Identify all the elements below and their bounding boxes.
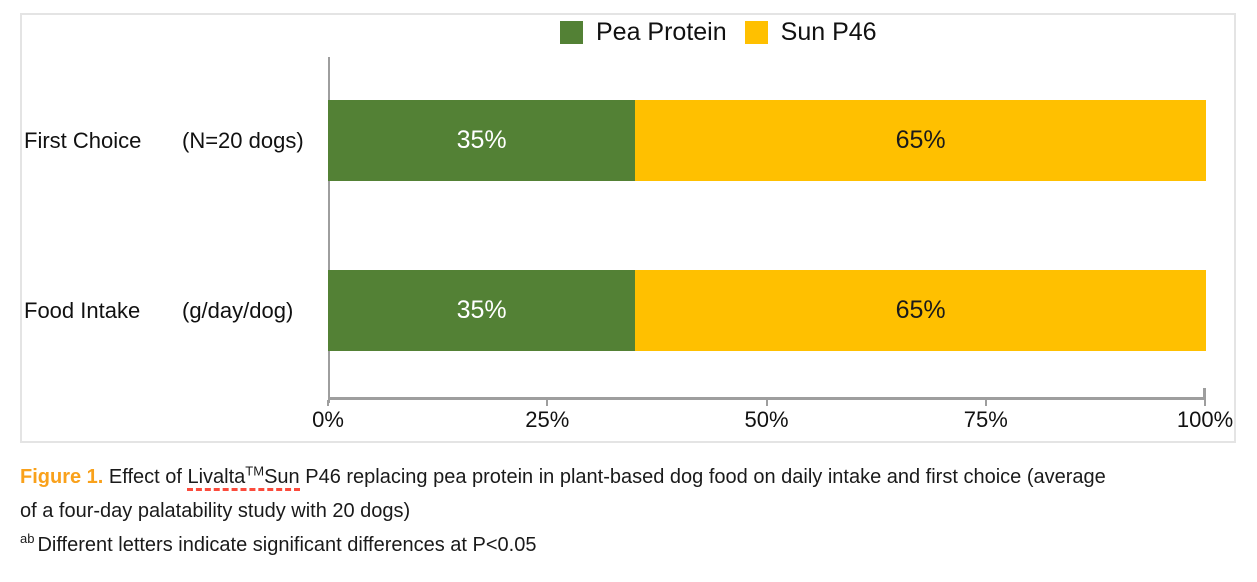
x-axis-tick-label: 100%	[1176, 407, 1234, 432]
trademark-superscript: TM	[245, 463, 265, 479]
category-label: Food Intake	[24, 297, 141, 323]
x-axis-tick	[1204, 400, 1206, 406]
chart-area: Pea Protein Sun P46 First Choice (N=20 dog…	[20, 13, 1236, 443]
bar-value-label: 35%	[456, 296, 507, 324]
x-axis-endcap	[1203, 388, 1206, 397]
bar-segment-sun-p46: 65%	[635, 100, 1206, 181]
x-axis-tick	[327, 400, 329, 406]
bar-value-label: 35%	[456, 126, 507, 154]
x-axis-line	[328, 397, 1206, 400]
stacked-bar: 35% 65%	[328, 270, 1206, 351]
legend-swatch-pea-protein	[560, 20, 583, 44]
caption-footnote: ab Different letters indicate significant…	[20, 528, 1248, 562]
x-axis-tick-label: 0%	[312, 407, 344, 432]
x-axis-tick	[984, 400, 987, 406]
bar-segment-sun-p46: 65%	[635, 270, 1206, 351]
footnote-superscript: ab	[20, 531, 35, 547]
bar-value-label: 65%	[895, 126, 946, 154]
x-axis-tick	[546, 400, 549, 406]
caption-line-1: Figure 1. Effect of LivaltaTMSun P46 rep…	[20, 460, 1248, 494]
legend-item: Sun P46	[744, 17, 877, 47]
row-label: Food Intake (g/day/dog)	[24, 270, 293, 351]
row-label: First Choice (N=20 dogs)	[24, 100, 304, 181]
x-axis-tick-label: 25%	[525, 407, 570, 432]
x-axis-tick-label: 50%	[744, 407, 789, 432]
figure-label: Figure 1.	[20, 466, 104, 488]
category-unit: (g/day/dog)	[182, 297, 294, 323]
legend-swatch-sun-p46	[744, 20, 768, 44]
y-axis-line	[328, 57, 330, 403]
caption-line-2: of a four-day palatability study with 20…	[20, 500, 411, 522]
footnote-text: Different letters indicate significant d…	[37, 534, 537, 556]
x-axis-tick-label: 75%	[963, 407, 1008, 432]
caption-text-rest: P46 replacing pea protein in plant-based…	[299, 466, 1106, 488]
legend-item: Pea Protein	[560, 18, 727, 47]
bar-segment-pea-protein: 35%	[328, 270, 636, 351]
x-axis-tick	[765, 400, 768, 406]
category-unit: (N=20 dogs)	[182, 127, 304, 153]
plot-area: First Choice (N=20 dogs) 35% 65% Food Intake…	[22, 15, 1234, 441]
legend-label: Pea Protein	[596, 17, 727, 46]
figure-caption: Figure 1. Effect of LivaltaTMSun P46 rep…	[20, 460, 1248, 562]
legend-label: Sun P46	[780, 17, 877, 46]
brand-prefix: Livalta	[187, 466, 246, 488]
bar-value-label: 65%	[895, 296, 946, 324]
bar-segment-pea-protein: 35%	[328, 100, 636, 181]
category-label: First Choice	[24, 127, 142, 153]
bar-row: Food Intake (g/day/dog) 35% 65%	[22, 270, 1234, 351]
brand-name: LivaltaTMSun	[187, 463, 300, 491]
stacked-bar: 35% 65%	[328, 100, 1206, 181]
chart-legend: Pea Protein Sun P46	[560, 18, 877, 46]
bar-row: First Choice (N=20 dogs) 35% 65%	[22, 100, 1234, 181]
caption-text-before-brand: Effect of	[103, 466, 188, 488]
brand-suffix: Sun	[264, 466, 300, 488]
